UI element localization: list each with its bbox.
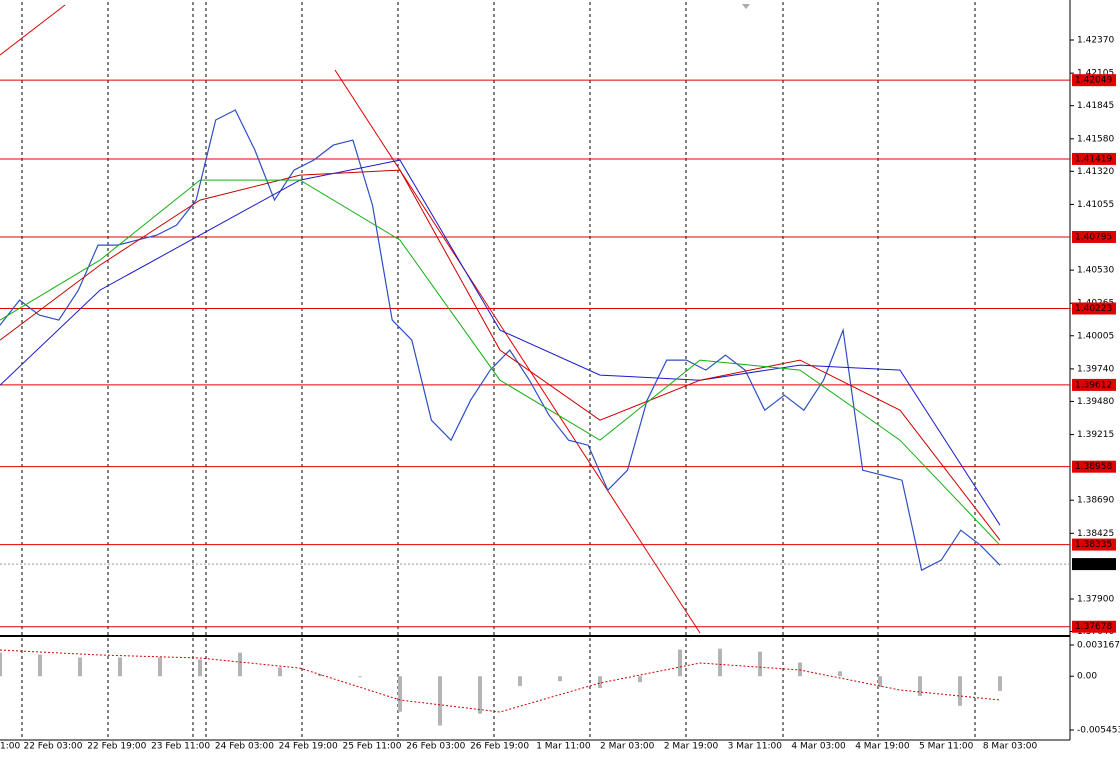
y-tick-label: 1.41580 xyxy=(1077,134,1114,144)
x-tick-label: 24 Feb 19:00 xyxy=(279,742,338,752)
histogram-bar xyxy=(678,649,682,677)
y-tick-label: -0.005453 xyxy=(1077,725,1120,735)
level-label: 1.37678 xyxy=(1075,622,1112,632)
current-price-box xyxy=(1072,558,1116,571)
histogram-bar xyxy=(638,676,642,683)
histogram-bar xyxy=(78,657,82,677)
current-price-label: 1.38179 xyxy=(1075,560,1112,570)
histogram-bar xyxy=(918,676,922,696)
trend-line xyxy=(0,4,66,56)
x-tick-label: 2 Mar 03:00 xyxy=(600,742,655,752)
y-tick-label: 1.40005 xyxy=(1077,331,1114,341)
histogram-bar xyxy=(558,676,562,682)
histogram-bar xyxy=(478,676,482,714)
histogram-bar xyxy=(518,676,522,687)
x-tick-label: 22 Feb 19:00 xyxy=(87,742,146,752)
level-label: 1.41419 xyxy=(1075,154,1112,164)
level-label-box xyxy=(1072,74,1116,87)
histogram-bar xyxy=(198,659,202,677)
x-tick-label: 3 Mar 11:00 xyxy=(728,742,783,752)
y-tick-label: 1.38690 xyxy=(1077,496,1114,506)
level-label: 1.40223 xyxy=(1075,304,1112,314)
histogram-bar xyxy=(998,676,1002,692)
y-tick-label: 0.003167 xyxy=(1077,641,1120,651)
y-tick-label: 1.41845 xyxy=(1077,101,1114,111)
moving-average xyxy=(0,159,1001,526)
histogram-bar xyxy=(758,651,762,677)
y-tick-label: 1.41320 xyxy=(1077,167,1114,177)
chart-shift-marker xyxy=(742,4,750,9)
histogram-bar xyxy=(838,671,842,677)
level-label: 1.40795 xyxy=(1075,232,1112,242)
x-tick-label: 24 Feb 03:00 xyxy=(215,742,274,752)
histogram-bar xyxy=(158,657,162,677)
y-tick-label: 1.39480 xyxy=(1077,397,1114,407)
level-label-box xyxy=(1072,230,1116,243)
moving-average xyxy=(0,169,1001,541)
histogram-bar xyxy=(798,662,802,677)
x-tick-label: 1 Mar 11:00 xyxy=(536,742,591,752)
x-tick-label: 26 Feb 03:00 xyxy=(406,742,465,752)
x-tick-label: 5 Mar 11:00 xyxy=(919,742,974,752)
trend-line xyxy=(334,69,701,634)
histogram-bar xyxy=(238,652,242,677)
histogram-bar xyxy=(958,676,962,706)
level-label: 1.38958 xyxy=(1075,462,1112,472)
y-tick-label: 1.37900 xyxy=(1077,594,1114,604)
y-tick-label: 1.39215 xyxy=(1077,430,1114,440)
y-tick-label: 1.39740 xyxy=(1077,364,1114,374)
moving-average xyxy=(0,179,1001,546)
x-tick-label: 4 Mar 19:00 xyxy=(855,742,910,752)
y-tick-label: 1.42105 xyxy=(1077,69,1114,79)
level-label: 1.39612 xyxy=(1075,380,1112,390)
level-label: 1.42049 xyxy=(1075,76,1112,86)
histogram-bar xyxy=(278,667,282,677)
level-label: 1.38335 xyxy=(1075,540,1112,550)
level-label-box xyxy=(1072,460,1116,473)
y-tick-label: 1.41055 xyxy=(1077,200,1114,210)
x-tick-label: 25 Feb 11:00 xyxy=(342,742,401,752)
histogram-bar xyxy=(38,654,42,677)
x-tick-label: 23 Feb 11:00 xyxy=(151,742,210,752)
x-tick-label: 1:00 xyxy=(0,742,20,752)
y-tick-label: 1.40530 xyxy=(1077,266,1114,276)
y-tick-label: 0.00 xyxy=(1077,672,1097,682)
price-line xyxy=(0,109,1001,572)
histogram-bar xyxy=(118,657,122,677)
histogram-bar xyxy=(878,676,882,688)
histogram-bar xyxy=(358,676,362,678)
level-label-box xyxy=(1072,152,1116,165)
histogram-bar xyxy=(598,676,602,689)
y-tick-label: 1.42370 xyxy=(1077,36,1114,46)
histogram-bar xyxy=(438,676,442,726)
histogram-bar xyxy=(0,652,2,677)
histogram-bar xyxy=(398,676,402,712)
x-tick-label: 2 Mar 19:00 xyxy=(664,742,719,752)
level-label-box xyxy=(1072,302,1116,315)
level-label-box xyxy=(1072,378,1116,391)
level-label-box xyxy=(1072,538,1116,551)
x-tick-label: 26 Feb 19:00 xyxy=(470,742,529,752)
x-tick-label: 8 Mar 03:00 xyxy=(983,742,1038,752)
histogram-bar xyxy=(318,674,322,677)
y-tick-label: 1.38425 xyxy=(1077,529,1114,539)
x-tick-label: 4 Mar 03:00 xyxy=(791,742,846,752)
level-label-box xyxy=(1072,620,1116,633)
histogram-bar xyxy=(718,648,722,677)
x-tick-label: 22 Feb 03:00 xyxy=(23,742,82,752)
